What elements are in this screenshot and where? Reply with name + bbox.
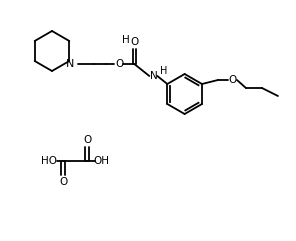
Text: N: N	[150, 71, 158, 81]
Text: O: O	[229, 75, 237, 85]
Text: HO: HO	[41, 156, 57, 166]
Text: O: O	[83, 135, 91, 145]
Text: O: O	[115, 59, 123, 69]
Text: O: O	[130, 37, 139, 47]
Text: H: H	[160, 66, 167, 76]
Text: O: O	[59, 177, 67, 187]
Text: N: N	[66, 59, 75, 69]
Text: OH: OH	[93, 156, 109, 166]
Text: H: H	[123, 35, 130, 45]
